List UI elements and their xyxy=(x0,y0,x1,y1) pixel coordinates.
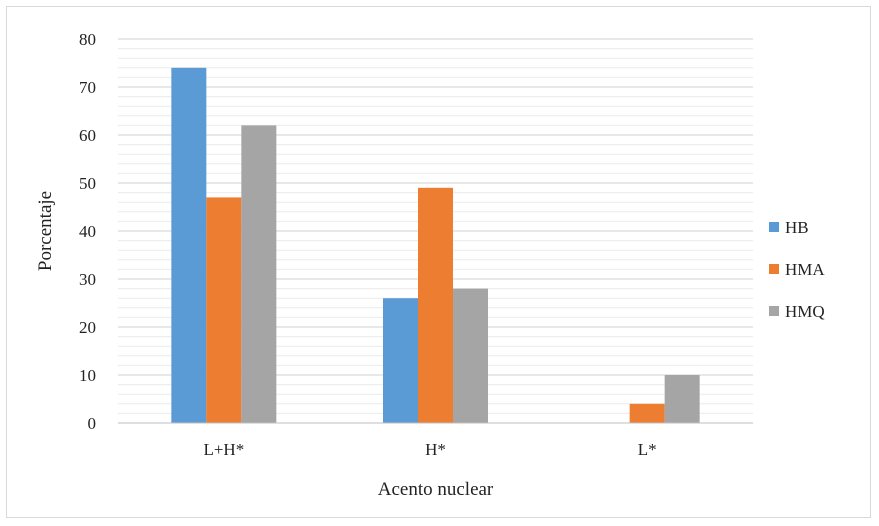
chart-frame: 0 10 20 30 40 50 60 70 80 L+H* H* L* Porcentaje Ac… xyxy=(6,6,871,518)
bar-hmq-0 xyxy=(241,125,277,424)
bars xyxy=(171,67,700,424)
legend-label-hma: HMA xyxy=(785,260,825,279)
x-axis-title: Acento nuclear xyxy=(378,479,494,500)
x-tick-label: H* xyxy=(425,440,446,459)
y-tick-label: 40 xyxy=(79,222,96,241)
legend-label-hmq: HMQ xyxy=(785,302,825,321)
y-tick-label: 70 xyxy=(79,78,96,97)
y-axis-title: Porcentaje xyxy=(35,191,56,271)
bar-hmq-2 xyxy=(664,375,700,423)
y-tick-label: 80 xyxy=(79,30,96,49)
y-tick-label: 30 xyxy=(79,270,96,289)
legend-swatch-hma xyxy=(769,264,779,274)
y-tick-label: 60 xyxy=(79,126,96,145)
y-tick-label: 10 xyxy=(79,366,96,385)
legend: HB HMA HMQ xyxy=(769,218,825,321)
bar-hmq-1 xyxy=(453,288,488,423)
legend-swatch-hb xyxy=(769,222,779,232)
bar-hma-1 xyxy=(418,187,453,423)
x-tick-label: L+H* xyxy=(203,440,244,459)
x-tick-label: L* xyxy=(638,440,657,459)
y-tick-label: 50 xyxy=(79,174,96,193)
legend-swatch-hmq xyxy=(769,306,779,316)
y-tick-label: 0 xyxy=(88,414,97,433)
bar-hb-1 xyxy=(383,298,418,423)
bar-hma-2 xyxy=(629,403,665,423)
bar-hb-0 xyxy=(171,67,207,424)
x-axis-ticks: L+H* H* L* xyxy=(203,440,656,459)
y-tick-label: 20 xyxy=(79,318,96,337)
y-axis-ticks: 0 10 20 30 40 50 60 70 80 xyxy=(79,30,96,433)
bar-chart: 0 10 20 30 40 50 60 70 80 L+H* H* L* Porcentaje Ac… xyxy=(35,30,825,500)
bar-hma-0 xyxy=(206,197,242,423)
legend-label-hb: HB xyxy=(785,218,809,237)
